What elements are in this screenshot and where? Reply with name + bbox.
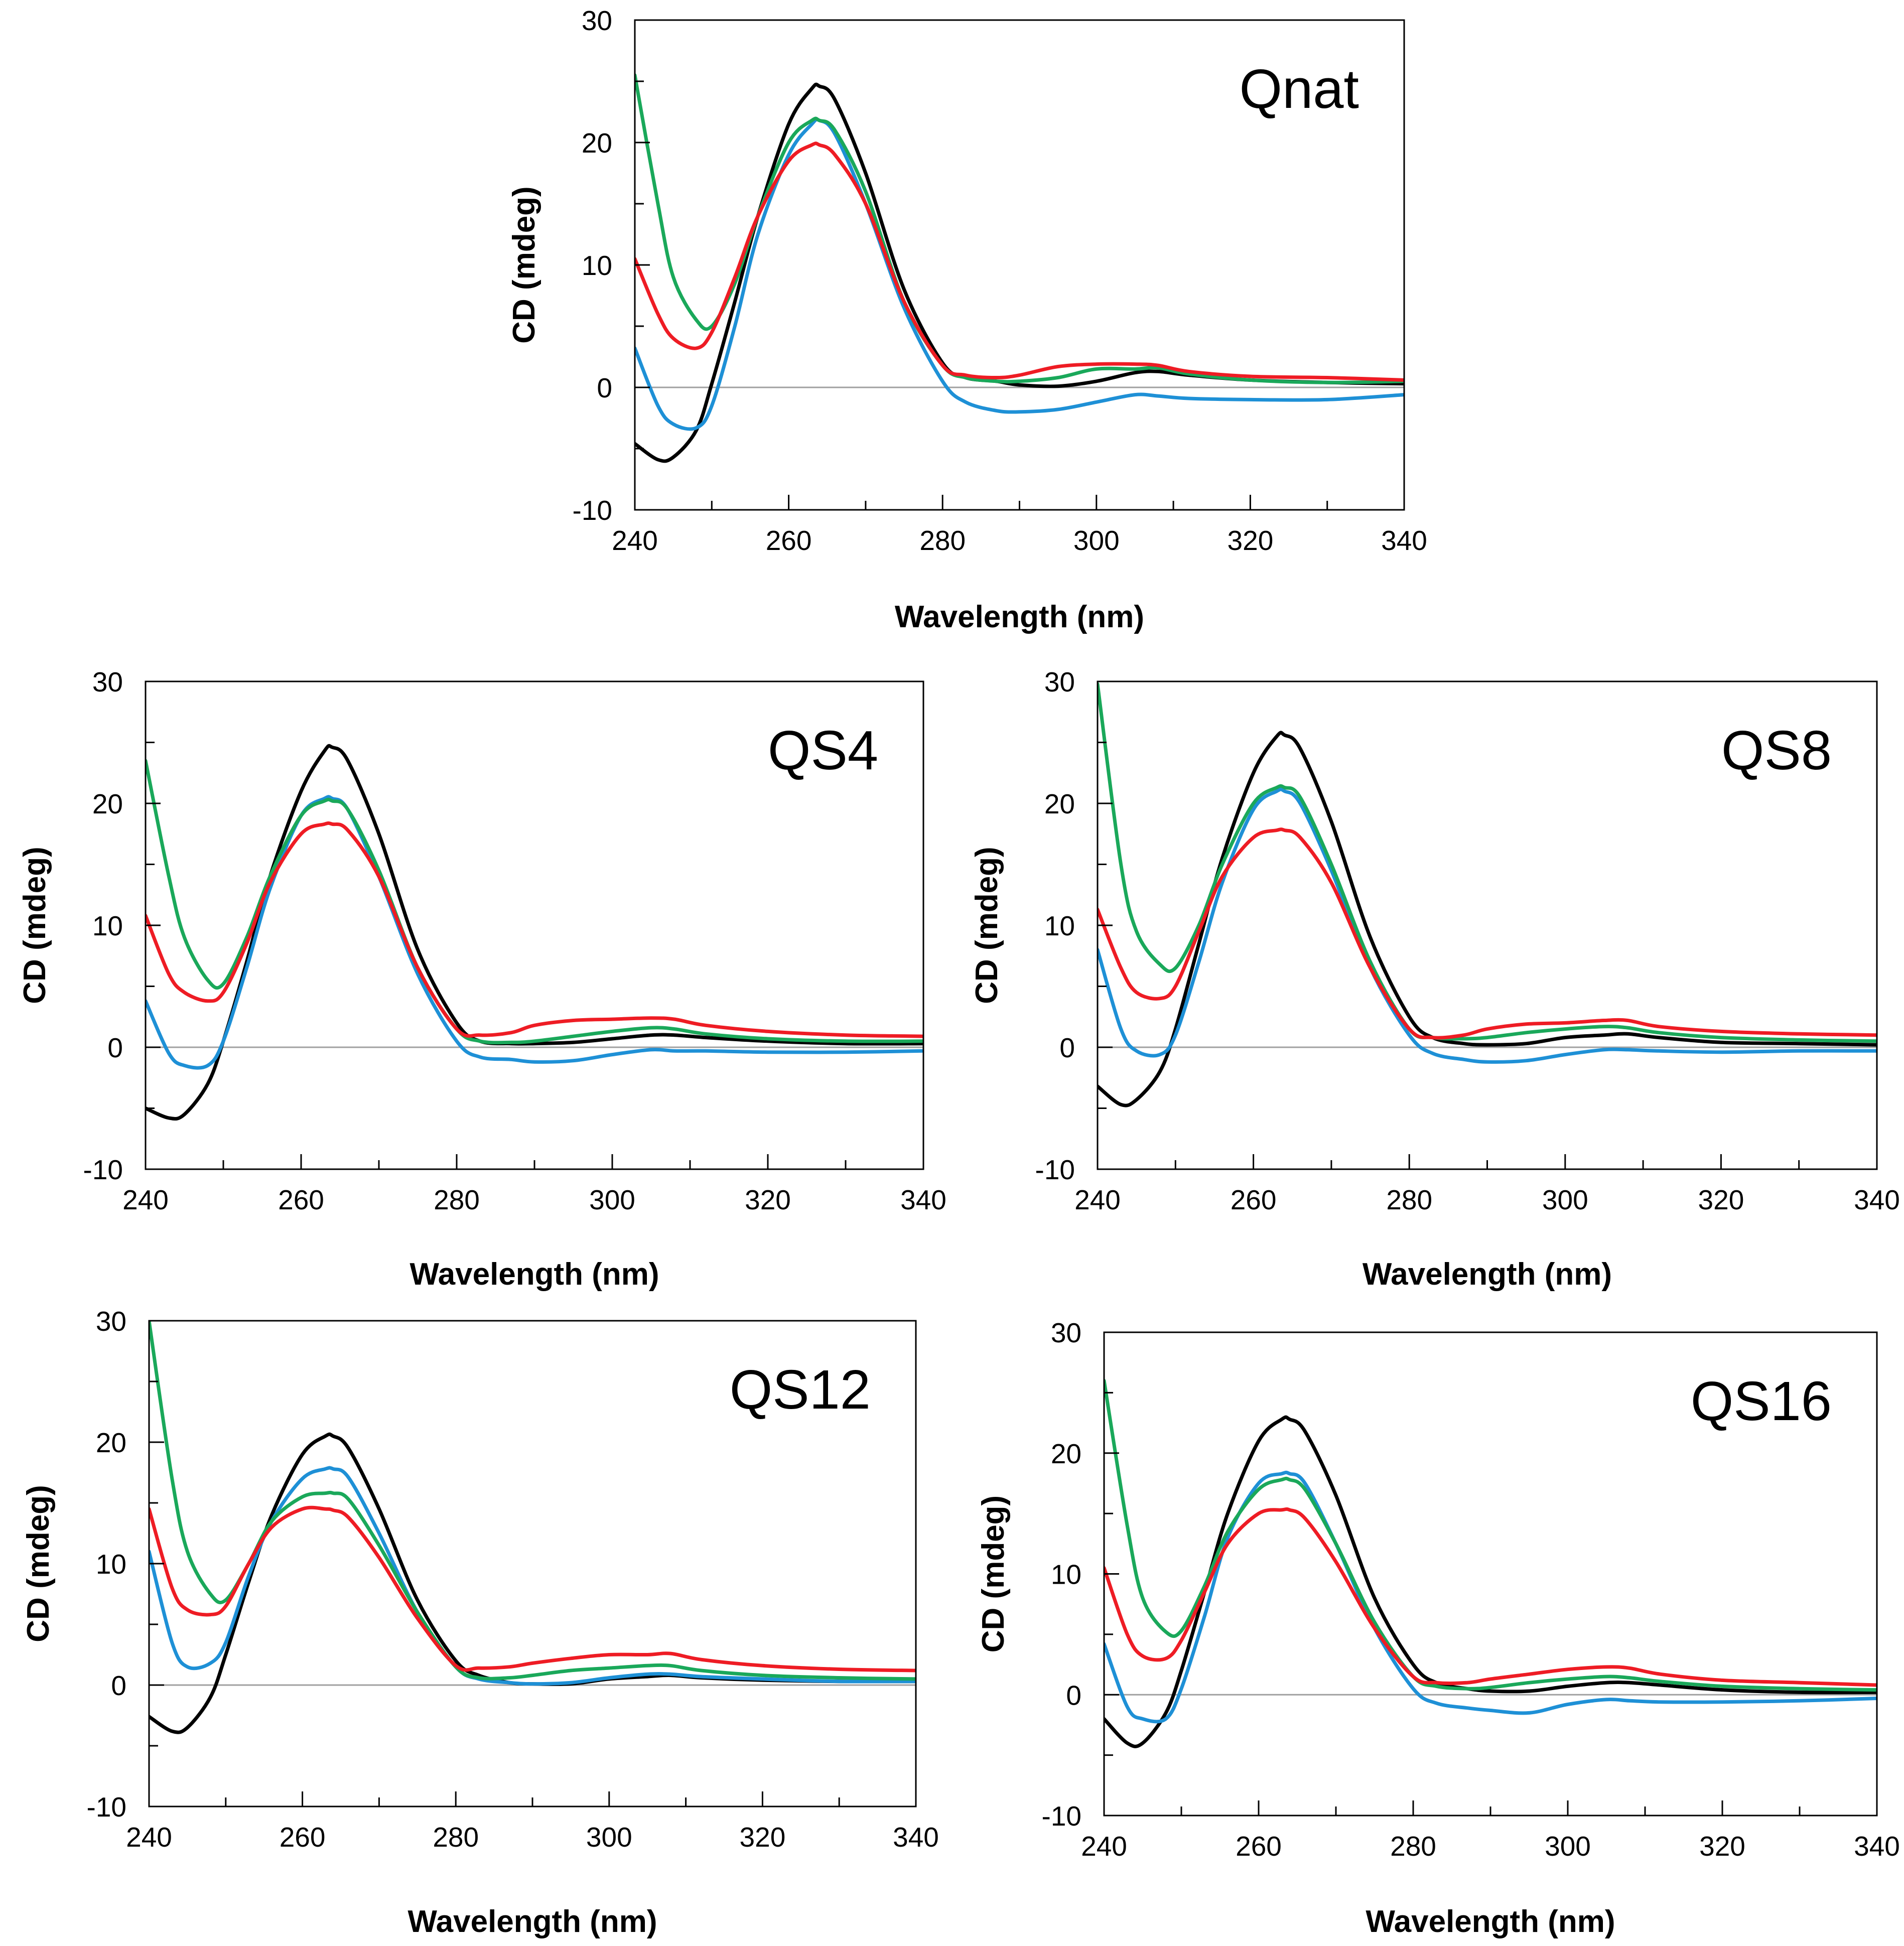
x-tick-label: 240 <box>122 1184 169 1215</box>
panel-title: QS4 <box>768 720 878 781</box>
series-line-red <box>635 142 1404 382</box>
y-axis-label: CD (mdeg) <box>507 186 541 343</box>
y-tick-label: 10 <box>92 910 123 941</box>
y-tick-label: -10 <box>83 1154 123 1185</box>
y-tick-label: 0 <box>1059 1032 1075 1063</box>
y-tick-label: 20 <box>1051 1438 1081 1469</box>
y-tick-label: -10 <box>87 1791 127 1823</box>
series-line-red <box>1104 1507 1877 1687</box>
x-tick-label: 320 <box>745 1184 791 1215</box>
x-tick-label: 280 <box>433 1822 479 1853</box>
series-line-black <box>149 1432 916 1734</box>
y-tick-label: 0 <box>1066 1680 1081 1711</box>
x-axis-label: Wavelength (nm) <box>1363 1257 1612 1292</box>
series-line-blue <box>1098 787 1877 1064</box>
series-line-green <box>1098 682 1877 1043</box>
series-line-black <box>635 82 1404 463</box>
y-tick-label: -10 <box>1035 1154 1075 1185</box>
series-line-red <box>146 821 923 1038</box>
x-tick-label: 300 <box>1542 1184 1588 1215</box>
x-tick-label: 280 <box>434 1184 480 1215</box>
x-tick-label: 320 <box>1228 525 1274 556</box>
x-tick-label: 340 <box>900 1184 946 1215</box>
x-tick-label: 260 <box>278 1184 324 1215</box>
series-line-blue <box>146 795 923 1070</box>
panel-title: Qnat <box>1240 58 1359 120</box>
x-axis-label: Wavelength (nm) <box>1366 1904 1615 1939</box>
series-line-green <box>1104 1378 1877 1692</box>
y-tick-label: 20 <box>582 127 612 159</box>
y-tick-label: -10 <box>1042 1800 1082 1832</box>
y-tick-label: 10 <box>582 250 612 281</box>
y-tick-label: 30 <box>92 666 123 698</box>
x-tick-label: 300 <box>586 1822 632 1853</box>
x-tick-label: 320 <box>1699 1831 1745 1862</box>
series-group <box>146 744 923 1121</box>
x-tick-label: 320 <box>740 1822 786 1853</box>
x-tick-label: 340 <box>1854 1184 1900 1215</box>
series-group <box>635 73 1404 463</box>
x-tick-label: 320 <box>1698 1184 1744 1215</box>
series-line-black <box>1104 1415 1877 1748</box>
x-tick-label: 300 <box>1073 525 1120 556</box>
y-tick-label: -10 <box>573 495 613 526</box>
y-tick-label: 10 <box>96 1549 126 1580</box>
y-tick-label: 20 <box>96 1427 126 1458</box>
x-axis-label: Wavelength (nm) <box>895 600 1144 634</box>
chart-panel-qs12: 240 260 280 300 320 340 -10 0 10 20 30 Wavelength (… <box>21 1306 939 1939</box>
chart-panel-qs8: 240 260 280 300 320 340 -10 0 10 20 30 Wavelength (… <box>970 666 1900 1292</box>
panel-title: QS12 <box>730 1359 871 1421</box>
y-tick-label: 20 <box>92 788 123 819</box>
y-tick-label: 30 <box>96 1306 126 1337</box>
y-tick-label: 30 <box>1044 666 1075 698</box>
x-tick-label: 280 <box>919 525 966 556</box>
y-tick-label: 0 <box>111 1670 126 1701</box>
y-axis-label: CD (mdeg) <box>970 847 1004 1004</box>
y-tick-label: 10 <box>1051 1559 1081 1590</box>
chart-panel-qs16: 240 260 280 300 320 340 -10 0 10 20 30 Wavelength (… <box>976 1317 1900 1939</box>
series-group <box>1104 1378 1877 1748</box>
series-group <box>149 1321 916 1734</box>
y-tick-label: 0 <box>107 1032 123 1063</box>
series-line-red <box>1098 827 1877 1040</box>
x-axis-label: Wavelength (nm) <box>407 1904 657 1939</box>
x-tick-label: 260 <box>280 1822 326 1853</box>
chart-panel-qnat: 240 260 280 300 320 340 -10 0 10 20 30 Wavelength (… <box>507 5 1427 634</box>
y-axis-label: CD (mdeg) <box>976 1495 1011 1652</box>
x-tick-label: 300 <box>589 1184 635 1215</box>
x-tick-label: 260 <box>1236 1831 1282 1862</box>
x-tick-label: 260 <box>766 525 812 556</box>
x-tick-label: 340 <box>1381 525 1427 556</box>
panel-title: QS16 <box>1691 1370 1832 1432</box>
series-line-green <box>635 73 1404 384</box>
series-line-blue <box>1104 1470 1877 1724</box>
x-tick-label: 340 <box>893 1822 939 1853</box>
x-tick-label: 240 <box>1081 1831 1127 1862</box>
series-group <box>1098 682 1877 1107</box>
x-tick-label: 240 <box>1074 1184 1121 1215</box>
y-tick-label: 30 <box>1051 1317 1081 1348</box>
x-tick-label: 280 <box>1390 1831 1436 1862</box>
panel-title: QS8 <box>1721 720 1832 781</box>
y-axis-label: CD (mdeg) <box>21 1485 56 1642</box>
y-tick-label: 0 <box>597 372 612 403</box>
x-tick-label: 260 <box>1231 1184 1277 1215</box>
x-axis-label: Wavelength (nm) <box>410 1257 659 1292</box>
y-tick-label: 30 <box>582 5 612 36</box>
x-tick-label: 280 <box>1386 1184 1432 1215</box>
y-tick-label: 20 <box>1044 788 1075 819</box>
x-tick-label: 240 <box>612 525 658 556</box>
series-line-black <box>1098 731 1877 1107</box>
x-tick-label: 300 <box>1545 1831 1591 1862</box>
x-tick-label: 240 <box>126 1822 172 1853</box>
chart-panel-qs4: 240 260 280 300 320 340 -10 0 10 20 30 Wavelength (… <box>18 666 946 1292</box>
series-line-blue <box>149 1466 916 1686</box>
series-line-red <box>149 1505 916 1673</box>
y-axis-label: CD (mdeg) <box>18 847 52 1004</box>
x-tick-label: 340 <box>1854 1831 1900 1862</box>
y-tick-label: 10 <box>1044 910 1075 941</box>
series-line-green <box>149 1321 916 1681</box>
